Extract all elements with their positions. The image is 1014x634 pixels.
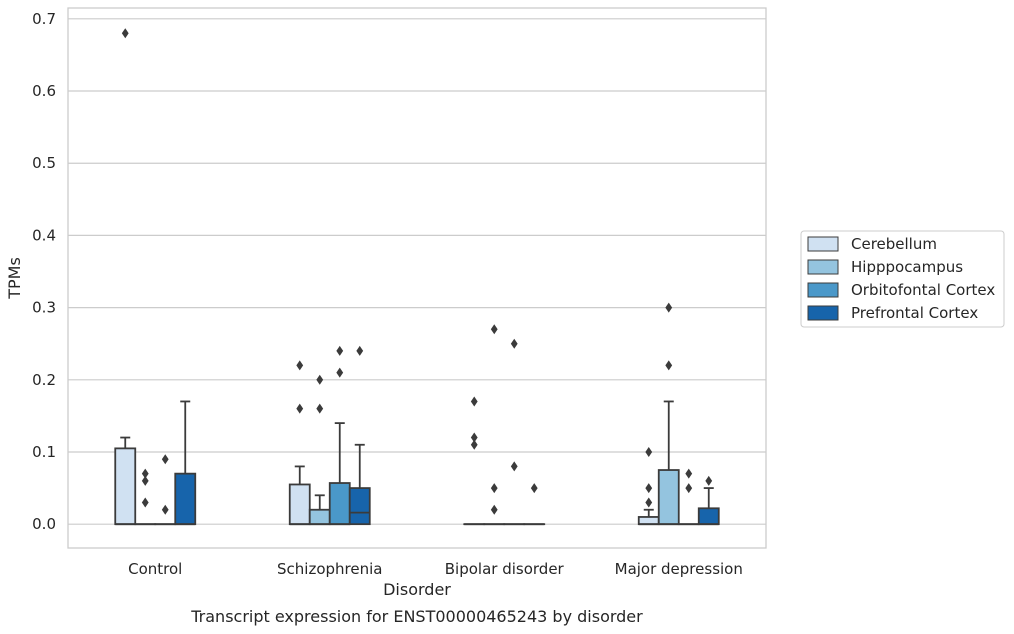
- legend-frame: [800, 230, 1005, 328]
- box-body: [174, 472, 197, 526]
- outlier-point: [645, 446, 653, 457]
- outlier-point: [141, 497, 149, 508]
- outlier-point: [336, 345, 344, 356]
- outlier-point: [685, 483, 693, 494]
- outlier-point: [316, 403, 324, 414]
- outlier-point: [336, 367, 344, 378]
- legend-swatch: [807, 305, 839, 321]
- box-1-2: [328, 345, 351, 526]
- box-body: [348, 487, 371, 526]
- legend-item: Orbitofontal Cortex: [807, 281, 995, 299]
- legend-item: Prefrontal Cortex: [807, 304, 978, 322]
- x-tick-labels: Control Schizophrenia Bipolar disorder Majo…: [128, 560, 743, 578]
- legend-swatch: [807, 236, 839, 252]
- box-0-2: [154, 454, 177, 526]
- y-axis-title: TPMs: [5, 257, 24, 300]
- plot-frame: [67, 7, 767, 549]
- y-tick-label: 0.7: [32, 10, 56, 28]
- box-3-3: [697, 475, 720, 526]
- outlier-point: [645, 497, 653, 508]
- outlier-point: [296, 403, 304, 414]
- box-body: [288, 483, 311, 526]
- box-2-3: [523, 483, 546, 526]
- legend-label: Cerebellum: [851, 235, 937, 253]
- legend-item: Cerebellum: [807, 235, 937, 253]
- outlier-point: [470, 396, 478, 407]
- outlier-point: [296, 360, 304, 371]
- outlier-point: [470, 432, 478, 443]
- y-tick-label: 0.1: [32, 443, 56, 461]
- box-body: [328, 482, 351, 526]
- box-3-0: [637, 446, 660, 526]
- box-2-1: [483, 324, 506, 526]
- box-0-0: [114, 28, 137, 526]
- box-body: [697, 507, 720, 526]
- outlier-point: [665, 302, 673, 313]
- legend-swatch: [807, 259, 839, 275]
- box-0-1: [134, 468, 157, 526]
- y-tick-label: 0.4: [32, 226, 56, 244]
- outlier-point: [530, 483, 538, 494]
- outlier-point: [665, 360, 673, 371]
- outlier-point: [510, 338, 518, 349]
- box-2-2: [503, 338, 526, 526]
- outlier-point: [316, 374, 324, 385]
- outlier-point: [705, 475, 713, 486]
- x-axis-title: Disorder: [383, 580, 451, 599]
- outlier-point: [161, 504, 169, 515]
- y-tick-label: 0.3: [32, 299, 56, 317]
- box-0-3: [174, 400, 197, 526]
- box-3-2: [677, 468, 700, 526]
- legend-swatch: [807, 282, 839, 298]
- outlier-point: [685, 468, 693, 479]
- x-tick-label: Control: [128, 560, 182, 578]
- outlier-point: [490, 483, 498, 494]
- outlier-point: [510, 461, 518, 472]
- box-body: [657, 469, 680, 526]
- y-tick-label: 0.6: [32, 82, 56, 100]
- y-tick-label: 0.0: [32, 515, 56, 533]
- box-body: [308, 508, 331, 526]
- grid-lines: [68, 18, 766, 525]
- outlier-point: [490, 504, 498, 515]
- x-tick-label: Major depression: [615, 560, 743, 578]
- box-series: [114, 28, 720, 526]
- box-1-1: [308, 374, 331, 526]
- outlier-point: [161, 454, 169, 465]
- legend-label: Hipppocampus: [851, 258, 963, 276]
- outlier-point: [121, 28, 129, 39]
- y-tick-labels: 0.0 0.1 0.2 0.3 0.4 0.5 0.6 0.7: [32, 10, 56, 533]
- outlier-point: [490, 324, 498, 335]
- box-body: [114, 447, 137, 526]
- outlier-point: [141, 475, 149, 486]
- box-1-3: [348, 345, 371, 526]
- outlier-point: [141, 468, 149, 479]
- legend: Cerebellum Hipppocampus Orbitofontal Corte…: [800, 230, 1005, 328]
- box-body: [637, 516, 660, 526]
- box-3-1: [657, 302, 680, 526]
- outlier-point: [470, 439, 478, 450]
- figure-caption: Transcript expression for ENST0000046524…: [190, 607, 643, 626]
- box-2-0: [463, 396, 486, 526]
- outlier-point: [645, 483, 653, 494]
- legend-item: Hipppocampus: [807, 258, 963, 276]
- y-tick-label: 0.5: [32, 154, 56, 172]
- outlier-point: [356, 345, 364, 356]
- legend-label: Prefrontal Cortex: [851, 304, 978, 322]
- y-tick-label: 0.2: [32, 371, 56, 389]
- legend-label: Orbitofontal Cortex: [851, 281, 995, 299]
- x-tick-label: Bipolar disorder: [445, 560, 565, 578]
- x-tick-label: Schizophrenia: [277, 560, 382, 578]
- box-1-0: [288, 360, 311, 526]
